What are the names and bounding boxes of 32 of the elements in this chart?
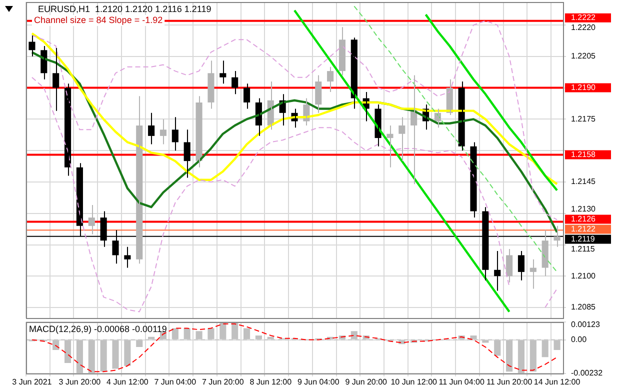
- y-tick-label: 1.2100: [571, 271, 596, 280]
- x-tick-label: 4 Jun 12:00: [106, 377, 149, 386]
- x-tick-label: 14 Jun 12:00: [534, 377, 581, 386]
- ref-line-label: 1.2190: [571, 83, 596, 92]
- ref-line-label: 1.2126: [571, 214, 596, 224]
- ref-line-label: 1.2122: [571, 224, 596, 234]
- annotation: Channel size = 84 Slope = -1.92: [34, 14, 163, 25]
- y-tick-label: 1.2205: [571, 52, 596, 61]
- y-tick-label: 1.2130: [571, 204, 596, 214]
- y-tick-label: 1.2220: [571, 23, 596, 32]
- chart-title: MACD(12,26,9) -0.00068 -0.00119: [29, 324, 167, 334]
- ref-line-label: 1.2222: [571, 13, 596, 22]
- y-tick-label: 0.00: [571, 335, 588, 344]
- x-tick-label: 9 Jun 20:00: [345, 377, 388, 386]
- x-tick-label: 3 Jun 20:00: [58, 377, 102, 386]
- x-tick-label: 7 Jun 04:00: [154, 377, 197, 386]
- x-tick-label: 10 Jun 12:00: [390, 377, 438, 386]
- x-tick-label: 11 Jun 20:00: [486, 377, 533, 386]
- x-tick-label: 7 Jun 20:00: [202, 377, 244, 386]
- x-tick-label: 8 Jun 12:00: [250, 377, 292, 386]
- ref-line-label: 1.2119: [571, 234, 596, 244]
- y-tick-label: 1.2085: [571, 302, 596, 312]
- y-tick-label: -0.00232: [571, 368, 604, 378]
- ref-line-label: 1.2158: [571, 150, 596, 159]
- chart-title: EURUSD,H1 1.2120 1.2120 1.2116 1.2119: [38, 4, 212, 14]
- y-tick-label: 0.00123: [571, 320, 600, 330]
- y-tick-label: 1.2115: [571, 244, 596, 254]
- x-tick-label: 9 Jun 04:00: [297, 377, 340, 386]
- y-tick-label: 1.2145: [571, 177, 596, 186]
- x-tick-label: 3 Jun 2021: [12, 377, 52, 386]
- x-tick-label: 11 Jun 04:00: [438, 377, 485, 386]
- y-tick-label: 1.2175: [571, 114, 596, 124]
